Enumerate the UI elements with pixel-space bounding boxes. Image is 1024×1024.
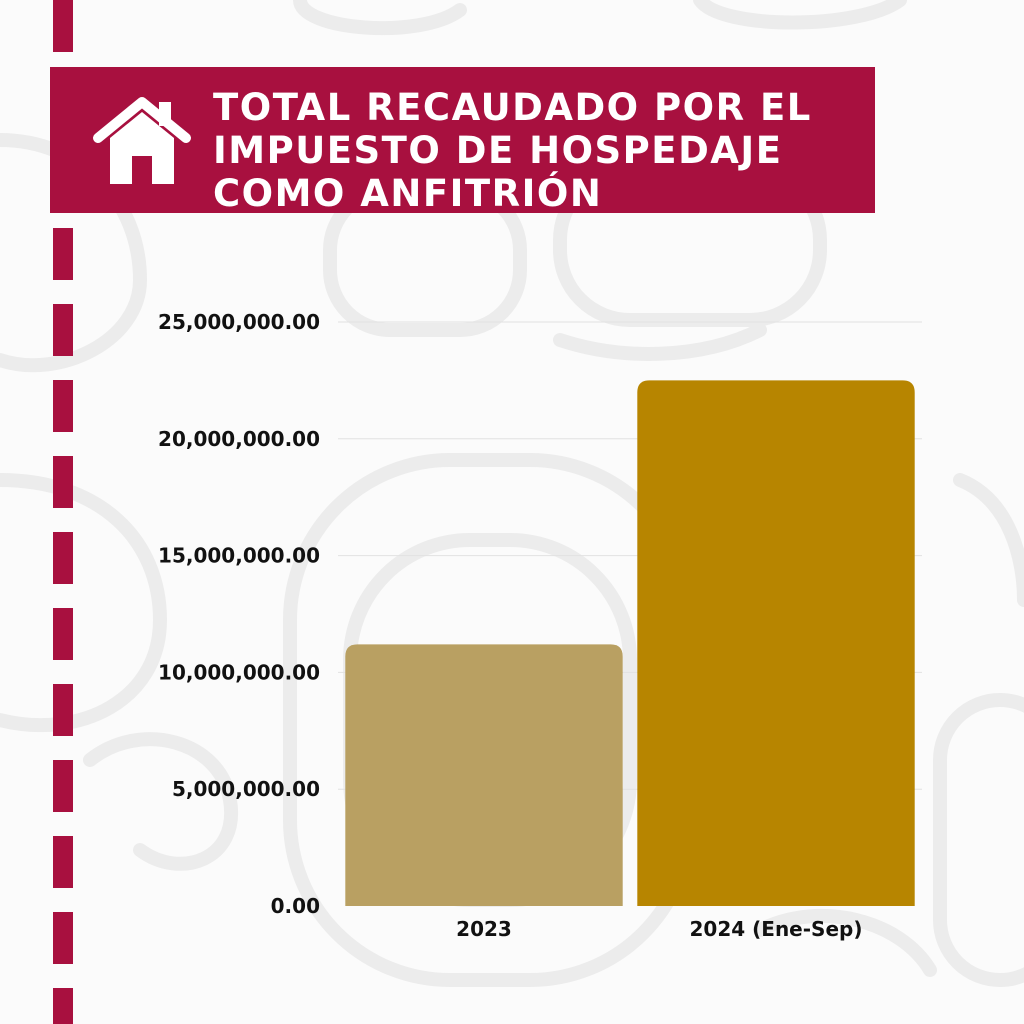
y-tick-label: 20,000,000.00 (158, 427, 320, 451)
y-tick-label: 0.00 (271, 894, 320, 918)
y-tick-label: 15,000,000.00 (158, 544, 320, 568)
house-icon (93, 97, 191, 184)
bars (345, 380, 915, 906)
y-tick-label: 5,000,000.00 (172, 777, 320, 801)
y-tick-label: 10,000,000.00 (158, 660, 320, 684)
page-title: TOTAL RECAUDADO POR EL IMPUESTO DE HOSPE… (213, 86, 812, 215)
y-tick-label: 25,000,000.00 (158, 310, 320, 334)
x-category-label: 2023 (456, 917, 512, 941)
x-category-label: 2024 (Ene-Sep) (690, 917, 863, 941)
y-axis-tick-labels: 0.00 5,000,000.00 10,000,000.00 15,000,000.… (158, 310, 320, 918)
bar-2024 (637, 380, 915, 906)
x-axis-category-labels: 2023 2024 (Ene-Sep) (456, 917, 862, 941)
bar-2023 (345, 644, 623, 906)
